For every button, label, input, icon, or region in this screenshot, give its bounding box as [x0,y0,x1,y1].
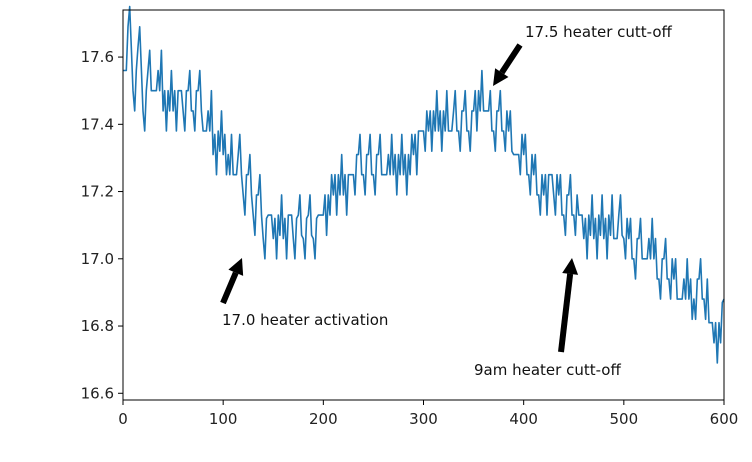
annotation-label: 9am heater cutt-off [474,361,621,379]
annotation-arrow-head [562,258,579,275]
axes: 0 100 200 300 400 500 600 16.6 16.8 17.0 17.2 17.4 1… [81,9,739,428]
annotations: 17.0 heater activation 17.5 heater cutt-o… [220,23,673,379]
plot-frame [122,9,725,401]
y-tick-label: 17.4 [81,115,114,133]
annotation-label: 17.0 heater activation [222,311,388,329]
y-tick-label: 17.6 [81,48,114,66]
x-tick-label: 100 [209,410,238,428]
annotation-arrow-shaft [220,271,239,305]
annotation-arrow-head [493,68,509,86]
annotation-arrow-shaft [499,43,523,75]
x-tick-label: 0 [118,410,128,428]
x-tick-label: 300 [409,410,438,428]
x-tick-label: 200 [309,410,338,428]
x-tick-label: 600 [710,410,739,428]
annotation-label: 17.5 heater cutt-off [525,23,673,41]
y-tick-label: 17.2 [81,183,114,201]
annotation-arrow-shaft [558,273,574,353]
x-tick-label: 400 [509,410,538,428]
series-line-0 [123,5,725,364]
series-layer [123,5,725,364]
y-tick-label: 16.6 [81,384,114,402]
y-tick-label: 16.8 [81,317,114,335]
annotation-arrow-head [228,258,244,276]
y-tick-label: 17.0 [81,250,114,268]
x-tick-label: 500 [610,410,639,428]
